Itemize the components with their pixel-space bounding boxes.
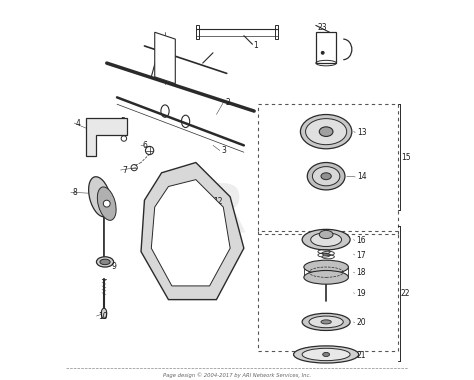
Text: 16: 16 [356, 236, 366, 245]
Text: 2: 2 [225, 98, 230, 107]
Text: 1: 1 [254, 41, 258, 50]
Ellipse shape [309, 316, 343, 328]
Ellipse shape [319, 127, 333, 136]
Text: 6: 6 [143, 141, 147, 150]
Bar [257, 231, 398, 351]
Ellipse shape [101, 308, 107, 318]
Text: 13: 13 [357, 128, 366, 137]
Text: 20: 20 [356, 318, 366, 327]
Ellipse shape [321, 320, 331, 324]
Text: 15: 15 [401, 153, 410, 162]
Ellipse shape [89, 177, 111, 217]
Ellipse shape [319, 230, 333, 239]
Circle shape [103, 200, 110, 207]
Ellipse shape [306, 119, 346, 145]
Polygon shape [141, 163, 244, 299]
Text: 5: 5 [120, 117, 125, 126]
Ellipse shape [100, 259, 110, 264]
Text: 22: 22 [401, 289, 410, 298]
Polygon shape [155, 32, 175, 84]
Ellipse shape [97, 187, 116, 220]
Ellipse shape [302, 230, 350, 250]
Bar [196, 25, 199, 39]
Text: AR: AR [145, 181, 247, 247]
Text: 14: 14 [357, 173, 366, 181]
Bar [316, 32, 337, 63]
Circle shape [321, 51, 324, 54]
Text: 23: 23 [318, 22, 327, 32]
Text: 19: 19 [356, 289, 366, 298]
Polygon shape [86, 118, 128, 156]
Text: 8: 8 [73, 188, 77, 197]
Ellipse shape [312, 166, 340, 186]
Ellipse shape [321, 173, 331, 180]
Text: Page design © 2004-2017 by ARI Network Services, Inc.: Page design © 2004-2017 by ARI Network S… [163, 372, 311, 378]
Ellipse shape [323, 352, 329, 356]
Ellipse shape [96, 257, 114, 267]
Text: 3: 3 [221, 146, 227, 155]
Ellipse shape [302, 314, 350, 331]
Ellipse shape [293, 346, 359, 363]
Text: 7: 7 [122, 166, 127, 174]
Bar [257, 104, 398, 234]
Text: 21: 21 [356, 351, 366, 359]
Text: 9: 9 [112, 261, 117, 271]
Ellipse shape [307, 163, 345, 190]
Text: 4: 4 [76, 119, 81, 128]
Ellipse shape [304, 271, 348, 284]
Text: 17: 17 [356, 250, 366, 260]
Text: 18: 18 [356, 268, 366, 277]
Polygon shape [151, 180, 230, 286]
Ellipse shape [302, 348, 350, 361]
Text: 12: 12 [213, 198, 222, 206]
Ellipse shape [301, 114, 352, 149]
Bar [275, 25, 278, 39]
Ellipse shape [304, 260, 348, 274]
Ellipse shape [310, 233, 342, 247]
Text: 11: 11 [170, 186, 180, 195]
Text: 10: 10 [98, 312, 108, 321]
